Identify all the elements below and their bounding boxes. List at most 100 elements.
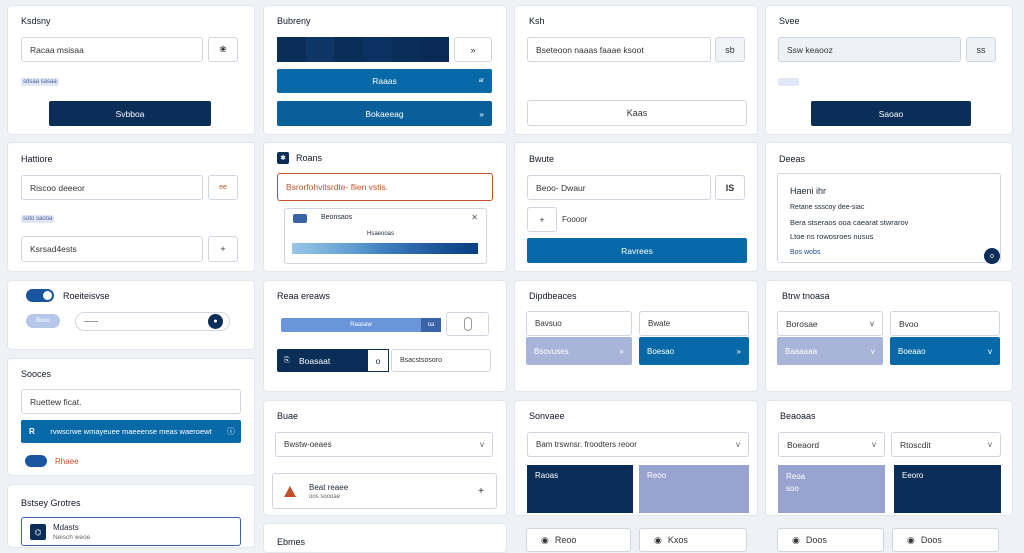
list-icon: IS [725,182,735,193]
chevron-icon: » [619,346,624,356]
text-input[interactable]: Ksrsad4ests [21,236,203,262]
select-box[interactable]: Rtoscdit v [891,432,1001,457]
pill-badge[interactable]: Boso [26,314,60,328]
text-input[interactable]: Riscoo deeeor [21,175,203,200]
toggle-switch[interactable] [26,289,54,302]
color-scale-bar [292,243,478,254]
outline-button[interactable]: Kaas [527,100,747,126]
blue-select[interactable]: Boeaao v [890,337,1000,365]
circle-icon: ◉ [541,534,549,545]
error-input[interactable]: Bsrorfohvitsrdte- flien vstis. [277,173,493,201]
dark-button[interactable]: Boasaat ⎘ o [277,349,389,372]
panel-link[interactable]: Bos wobs [790,249,821,256]
icon-button[interactable]: IS [715,175,745,200]
kxos-button[interactable]: ◉ Kxos [639,528,747,552]
search-icon[interactable]: ● [208,314,223,329]
button-label: Bokaeeag [365,108,404,119]
doos-button[interactable]: ◉ Doos [777,528,884,552]
text-input[interactable]: Beoo- Dwaur [527,175,711,200]
card-bwute: Bwute Beoo- Dwaur IS + Foooor Ravrees [514,142,758,272]
card-dipdbeaces: Dipdbeaces Bavsuo Bwate Bsovuses » Boesao… [514,280,758,392]
avatar: ⌬ [30,524,46,540]
plus-icon: + [220,244,226,254]
text-input[interactable]: Bseteoon naaas faaae ksoot [527,37,711,62]
blue-select[interactable]: Boesao » [639,337,749,365]
select-label: Boesao [647,346,675,356]
text-input[interactable]: Bsacstsosoro [391,349,491,372]
disabled-input[interactable]: Ssw keaooz [778,37,961,62]
primary-button[interactable]: Svbboa [49,101,211,126]
text-input[interactable]: Ruettew ficat. [21,389,241,414]
tag-icon: ee [219,184,227,191]
button-label: Doos [805,535,827,545]
circle-icon: ◉ [654,534,662,545]
select-box[interactable]: Bvoo [890,311,1000,336]
reoo-button[interactable]: ◉ Reoo [526,528,631,552]
select-box[interactable]: Borosae v [777,311,883,336]
grid-icon: ss [976,44,986,55]
primary-button[interactable]: Ravrees [527,238,747,263]
close-icon[interactable]: ✕ [471,213,478,222]
card-title: Beaoaas [780,411,816,421]
icon-button[interactable]: sb [715,37,745,62]
info-icon: ⓘ [227,427,235,436]
card-title: Bstsey Grotres [21,498,81,508]
blue-bar-button[interactable]: Raaas ar [277,69,492,93]
dark-tile[interactable]: Raoas [527,465,633,513]
card-title: Buae [277,411,299,421]
text-input[interactable]: Racaa msisaa [21,37,203,62]
dark-tile[interactable]: Eeoro [894,465,1001,513]
panel-line: Retane ssscoy dee-siac [790,204,865,211]
toggle-switch[interactable] [25,455,47,467]
select-box[interactable]: Boeaord v [778,432,885,457]
select-label: Boeaao [898,346,926,356]
chevron-down-icon: v [988,346,992,356]
chevron-down-icon: v [736,440,740,449]
button-label: Boasaat [299,355,331,366]
add-icon[interactable]: + [478,486,484,497]
chevron-down-icon: v [870,319,874,328]
card-bstsey-grotres: Bstsey Grotres ⌬ Mdasts Neisch weoe [7,484,255,548]
small-add-button[interactable]: + [527,207,557,232]
primary-button[interactable]: Saoao [811,101,971,126]
alert-card: Beat reaee oos soooae + [272,473,497,509]
add-button[interactable]: + [208,236,238,262]
lavender-select[interactable]: Bsovuses » [526,337,632,365]
card-beaoaas: Beaoaas Boeaord v Rtoscdit v Reoa soo Eeor… [765,400,1013,516]
paw-icon-button[interactable]: ❀ [208,37,238,62]
color-scale-panel: Beonsaos ✕ Hsaeooas [284,208,487,264]
search-input[interactable] [75,312,230,331]
plus-icon: + [539,214,545,225]
info-icon: o [367,349,389,372]
select-label: Boeaord [787,439,820,450]
toggle-label: Rhaee [55,457,79,466]
toggle-input[interactable] [446,312,489,336]
select-box[interactable]: Bwstw-oeaes v [275,432,493,457]
icon-button[interactable]: ss [966,37,996,62]
gear-icon: sb [725,44,735,55]
card-title: Ebmes [277,537,306,547]
lavender-tile[interactable]: Reoa soo [778,465,885,513]
doos-button-2[interactable]: ◉ Doos [892,528,999,552]
panel-line: Bera stseraos ooa caearat stwrarov [790,218,909,227]
button-label: Raaas [372,76,397,86]
slider-bar[interactable]: Raasaw oa [281,318,441,332]
select-box[interactable]: Bam trswnsr. froodters reoor v [527,432,749,457]
info-panel: Haeni ihr Retane ssscoy dee-siac Bera st… [777,173,1001,264]
select-label: Borosae [786,318,818,329]
lavender-select[interactable]: Baaaaaa v [777,337,883,365]
icon-button[interactable]: ee [208,175,238,200]
select-box[interactable]: Bwate [639,311,749,336]
chevron-down-icon: v [988,440,992,449]
small-tag: sdsaa sasaa [21,78,59,86]
secondary-blue-button[interactable]: Bokaeeag » [277,101,492,126]
lavender-tile[interactable]: Reoo [639,465,749,513]
badge[interactable]: o [984,248,1000,264]
profile-row[interactable]: ⌬ Mdasts Neisch weoe [21,517,241,546]
expand-button[interactable]: » [454,37,492,62]
chevron-right-icon: » [479,108,484,119]
select-box[interactable]: Bavsuo [526,311,632,336]
chevron-down-icon: v [872,440,876,449]
